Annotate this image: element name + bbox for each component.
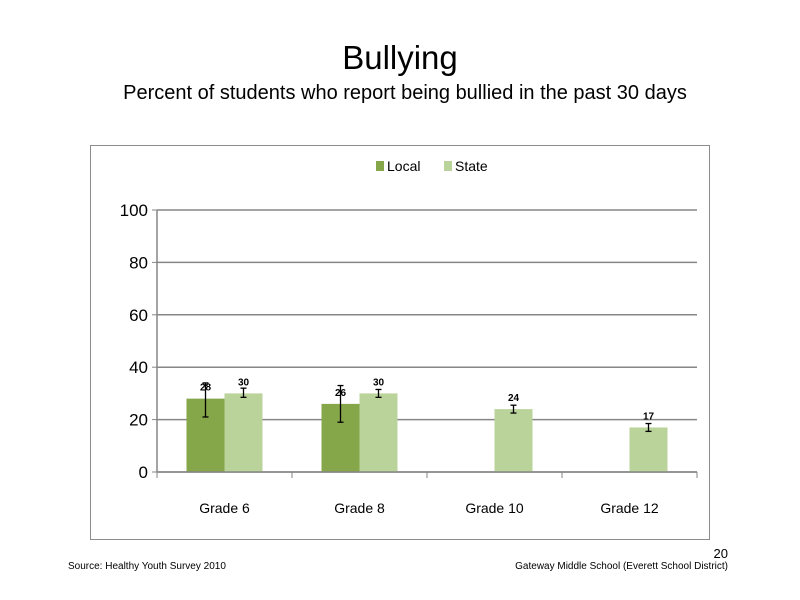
data-label: 26 bbox=[335, 388, 347, 399]
y-tick-label: 0 bbox=[139, 463, 148, 482]
legend-swatch-state bbox=[444, 161, 452, 171]
y-tick-label: 40 bbox=[129, 358, 148, 377]
bar-state bbox=[224, 393, 263, 472]
slide-subtitle: Percent of students who report being bul… bbox=[123, 82, 687, 104]
legend-label-local: Local bbox=[387, 158, 420, 174]
legend-swatch-local bbox=[376, 161, 384, 171]
x-category-label: Grade 10 bbox=[465, 500, 524, 516]
data-label: 28 bbox=[200, 383, 212, 394]
source-note: Source: Healthy Youth Survey 2010 bbox=[68, 561, 226, 572]
school-name: Gateway Middle School (Everett School Di… bbox=[515, 561, 728, 572]
page-number: 20 bbox=[713, 546, 728, 561]
x-category-label: Grade 8 bbox=[334, 500, 385, 516]
bar-state bbox=[359, 393, 398, 472]
x-category-label: Grade 12 bbox=[600, 500, 659, 516]
x-category-label: Grade 6 bbox=[199, 500, 250, 516]
data-label: 30 bbox=[238, 377, 250, 388]
data-label: 17 bbox=[643, 411, 655, 422]
bar-state bbox=[629, 427, 668, 472]
chart-frame bbox=[90, 145, 710, 540]
y-tick-label: 100 bbox=[120, 201, 148, 220]
data-label: 30 bbox=[373, 377, 385, 388]
y-tick-label: 60 bbox=[129, 306, 148, 325]
bar-state bbox=[494, 409, 533, 472]
data-label: 24 bbox=[508, 393, 520, 404]
y-tick-label: 80 bbox=[129, 253, 148, 272]
legend-label-state: State bbox=[455, 158, 488, 174]
slide-title: Bullying bbox=[342, 39, 458, 76]
y-tick-label: 20 bbox=[129, 411, 148, 430]
